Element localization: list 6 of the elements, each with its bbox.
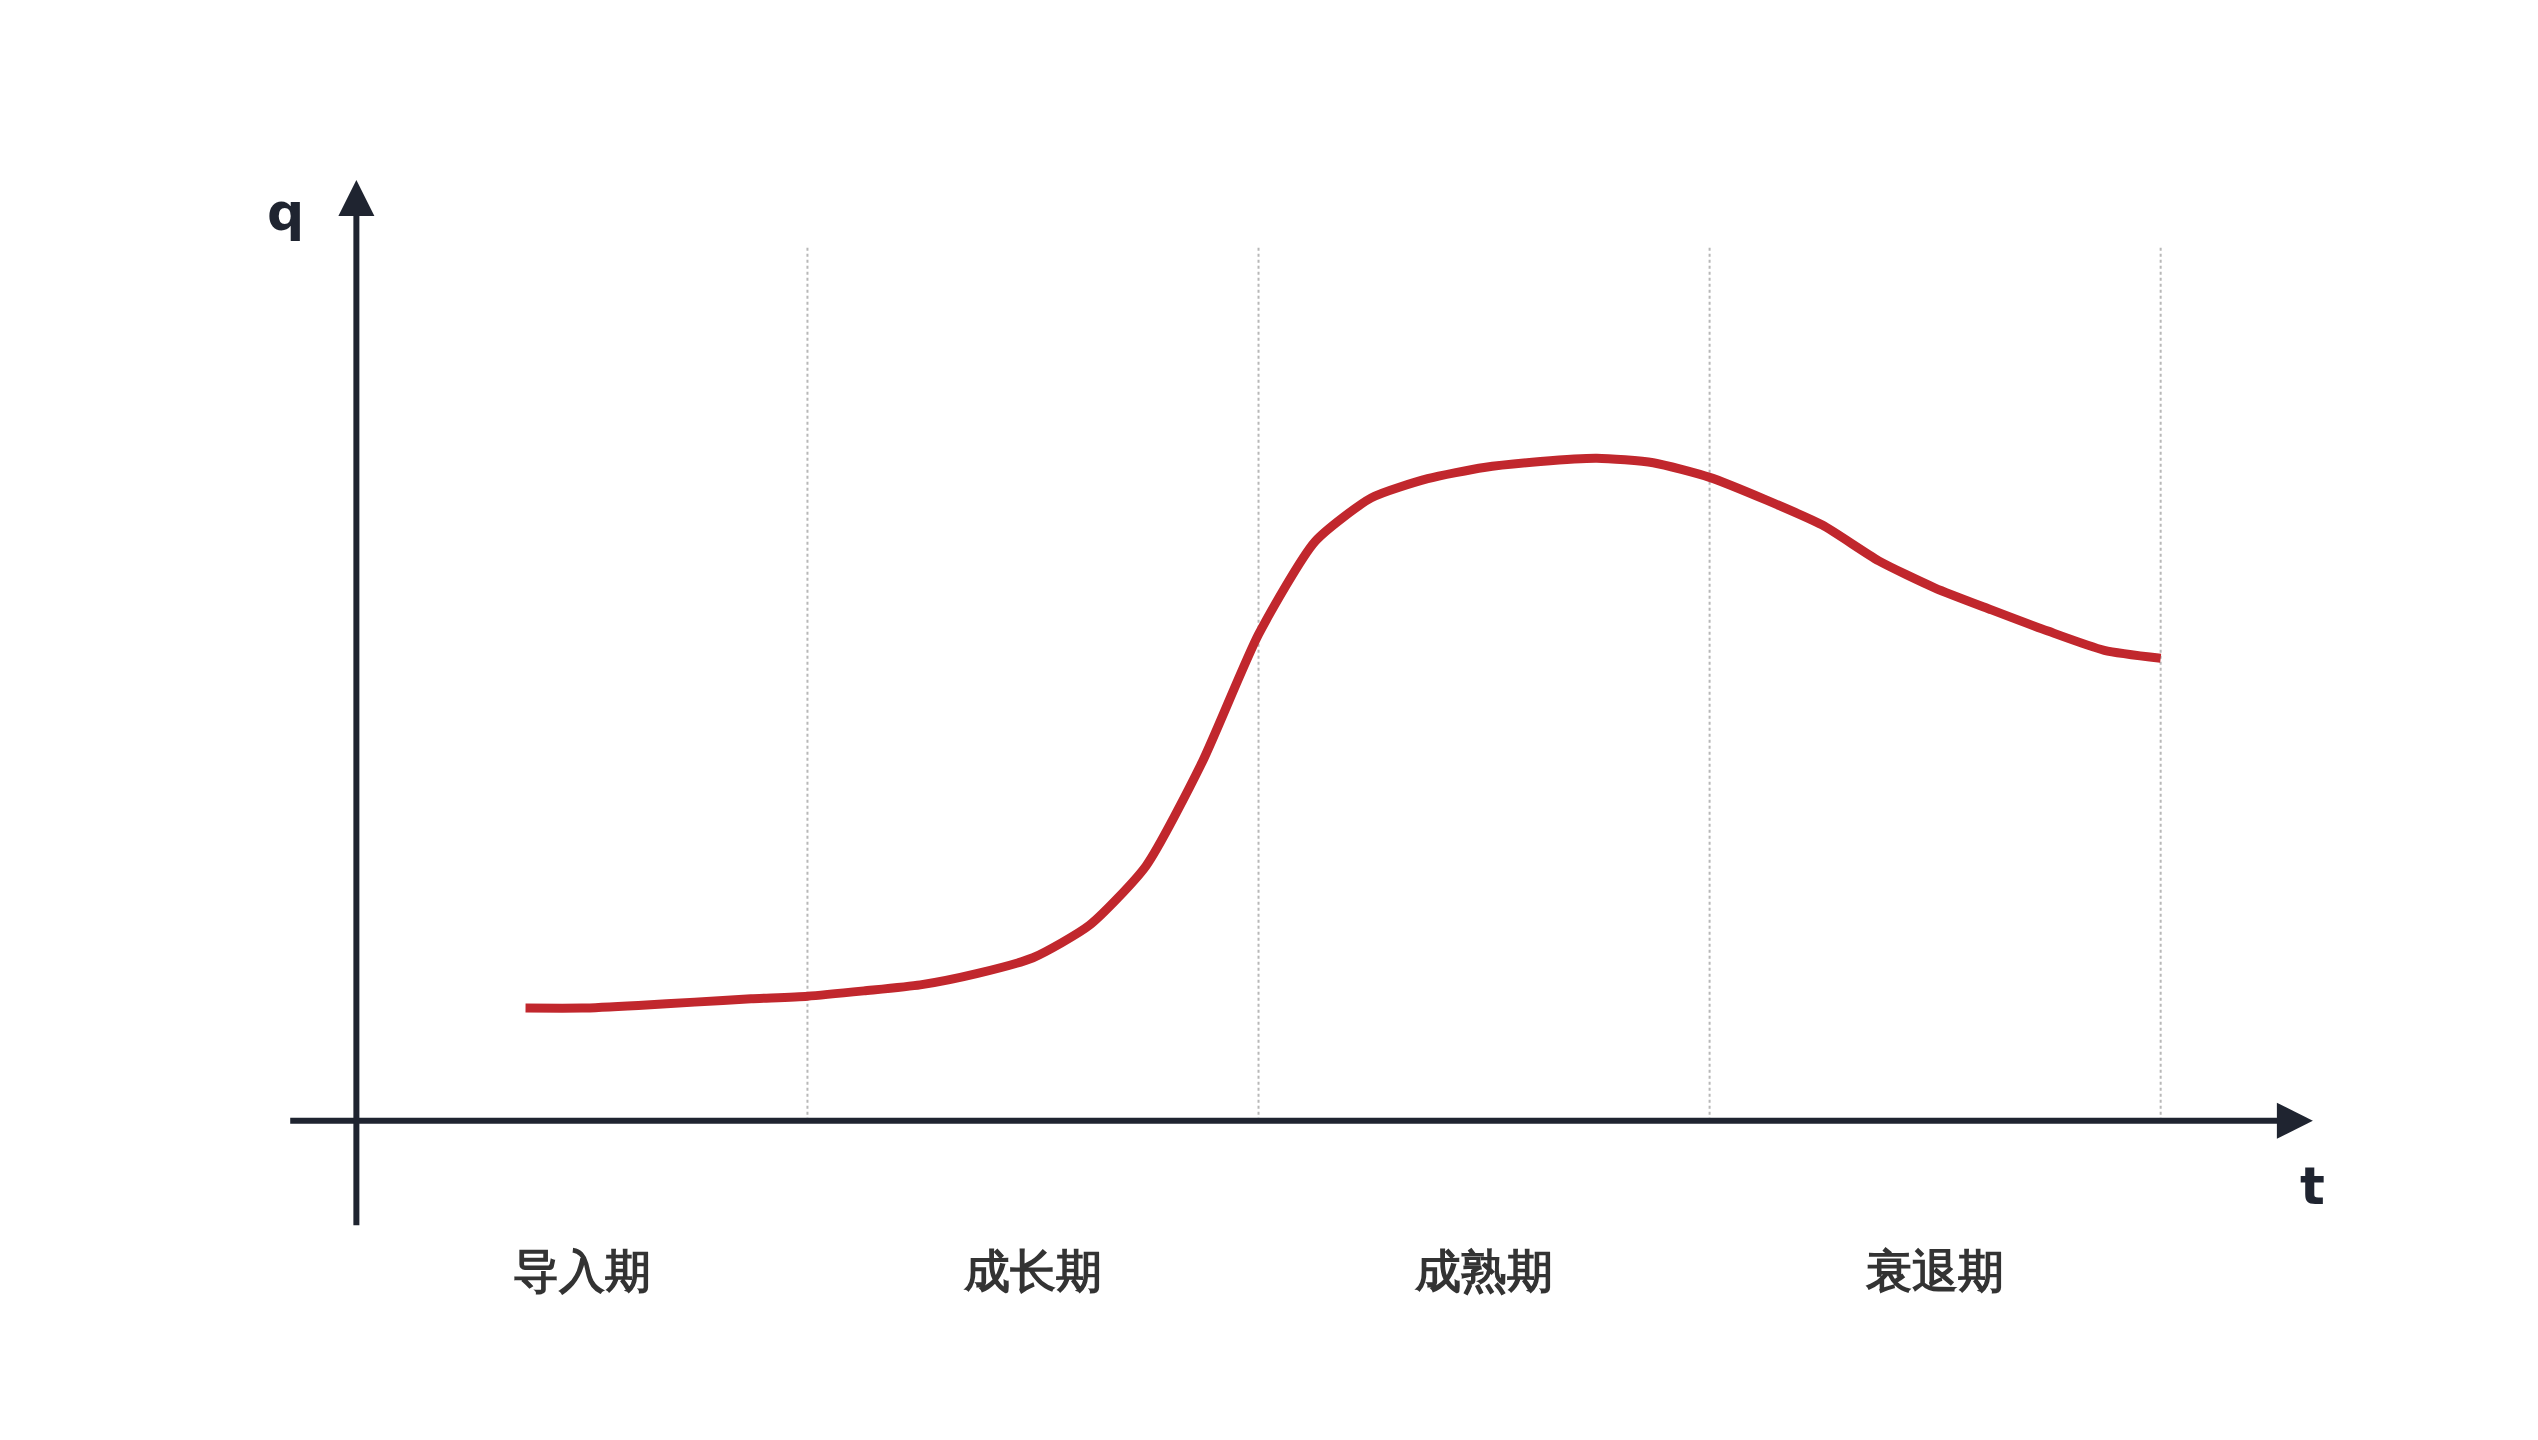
x-tick-label: 成熟期 xyxy=(1414,1244,1554,1298)
x-axis-title: t xyxy=(2300,1156,2325,1216)
y-axis-title: q xyxy=(267,182,305,242)
x-tick-label: 导入期 xyxy=(512,1244,651,1298)
x-tick-label: 衰退期 xyxy=(1865,1244,2005,1298)
x-tick-label: 成长期 xyxy=(962,1244,1102,1298)
